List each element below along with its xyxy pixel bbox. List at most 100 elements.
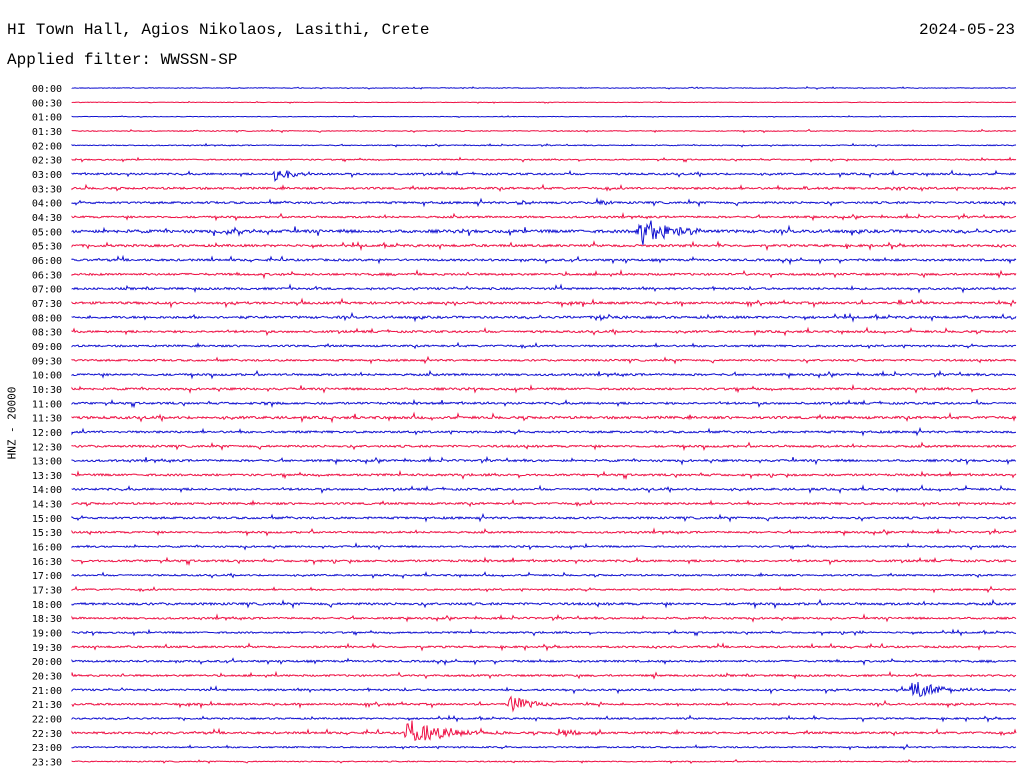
trace-0830	[71, 326, 1017, 337]
trace-1230	[71, 441, 1017, 452]
trace-0600	[71, 254, 1017, 266]
row-label: 14:30	[32, 500, 62, 511]
filter-label: Applied filter: WWSSN-SP	[7, 51, 238, 69]
row-label: 22:30	[32, 729, 62, 740]
trace-2130	[71, 695, 1017, 713]
trace-1830	[71, 613, 1017, 623]
trace-0000	[71, 86, 1017, 90]
row-label: 21:00	[32, 686, 62, 697]
trace-0800	[71, 311, 1017, 323]
row-label: 20:00	[32, 657, 62, 668]
trace-1600	[71, 542, 1017, 551]
row-label: 03:00	[32, 170, 62, 181]
trace-1730	[71, 585, 1017, 594]
trace-0400	[71, 197, 1017, 208]
row-label: 11:00	[32, 399, 62, 410]
trace-0430	[71, 212, 1017, 222]
trace-1900	[71, 628, 1017, 637]
trace-0630	[71, 269, 1017, 280]
row-label: 10:00	[32, 371, 62, 382]
row-label: 12:30	[32, 442, 62, 453]
row-label: 11:30	[32, 414, 62, 425]
trace-2030	[71, 670, 1017, 680]
trace-1930	[71, 642, 1017, 652]
trace-2330	[71, 759, 1017, 765]
trace-1800	[71, 598, 1017, 610]
row-label: 08:00	[32, 313, 62, 324]
station-title: HI Town Hall, Agios Nikolaos, Lasithi, C…	[7, 21, 430, 39]
row-label: 19:00	[32, 629, 62, 640]
row-label: 14:00	[32, 485, 62, 496]
trace-0900	[71, 341, 1017, 350]
trace-0200	[71, 142, 1017, 148]
row-label: 03:30	[32, 184, 62, 195]
trace-1030	[71, 383, 1017, 394]
row-label: 05:00	[32, 227, 62, 238]
trace-1000	[71, 369, 1017, 380]
trace-0100	[71, 115, 1017, 119]
trace-2230	[71, 720, 1017, 742]
trace-0300	[71, 169, 1017, 182]
row-label: 00:30	[32, 98, 62, 109]
trace-1100	[71, 398, 1017, 409]
trace-1500	[71, 512, 1017, 523]
row-label: 04:00	[32, 199, 62, 210]
trace-0230	[71, 156, 1017, 163]
trace-0530	[71, 240, 1017, 252]
row-label: 06:00	[32, 256, 62, 267]
row-label: 01:30	[32, 127, 62, 138]
row-label: 17:00	[32, 571, 62, 582]
row-label: 20:30	[32, 672, 62, 683]
trace-1630	[71, 556, 1017, 566]
row-label: 12:00	[32, 428, 62, 439]
row-label: 18:30	[32, 614, 62, 625]
trace-1400	[71, 484, 1017, 495]
row-label: 01:00	[32, 113, 62, 124]
trace-0930	[71, 355, 1017, 365]
row-label: 02:00	[32, 141, 62, 152]
row-label: 07:30	[32, 299, 62, 310]
row-label: 00:00	[32, 84, 62, 95]
trace-1330	[71, 469, 1017, 480]
trace-1130	[71, 411, 1017, 424]
row-label: 17:30	[32, 586, 62, 597]
row-label: 06:30	[32, 270, 62, 281]
row-label: 21:30	[32, 700, 62, 711]
row-label: 15:00	[32, 514, 62, 525]
row-label: 08:30	[32, 328, 62, 339]
row-label: 02:30	[32, 156, 62, 167]
row-label: 09:30	[32, 356, 62, 367]
trace-0500	[71, 220, 1017, 246]
date-label: 2024-05-23	[918, 21, 1015, 39]
row-label: 15:30	[32, 528, 62, 539]
row-label: 13:00	[32, 457, 62, 468]
trace-0330	[71, 183, 1017, 192]
row-label: 10:30	[32, 385, 62, 396]
row-label: 07:00	[32, 285, 62, 296]
trace-1700	[71, 571, 1017, 580]
trace-2300	[71, 743, 1017, 751]
row-label: 16:00	[32, 543, 62, 554]
trace-0130	[71, 128, 1017, 134]
trace-0730	[71, 297, 1017, 309]
trace-2200	[71, 714, 1017, 723]
row-label: 22:00	[32, 715, 62, 726]
row-label: 05:30	[32, 242, 62, 253]
trace-1200	[71, 426, 1017, 437]
trace-1300	[71, 455, 1017, 466]
row-label: 13:30	[32, 471, 62, 482]
trace-2100	[71, 682, 1017, 697]
trace-0030	[71, 100, 1017, 104]
trace-0700	[71, 283, 1017, 294]
row-label: 23:00	[32, 743, 62, 754]
row-label: 18:00	[32, 600, 62, 611]
trace-2000	[71, 657, 1017, 667]
row-label: 19:30	[32, 643, 62, 654]
row-label: 09:00	[32, 342, 62, 353]
trace-1430	[71, 498, 1017, 508]
trace-1530	[71, 527, 1017, 537]
row-label: 16:30	[32, 557, 62, 568]
row-label: 23:30	[32, 758, 62, 769]
row-label: 04:30	[32, 213, 62, 224]
